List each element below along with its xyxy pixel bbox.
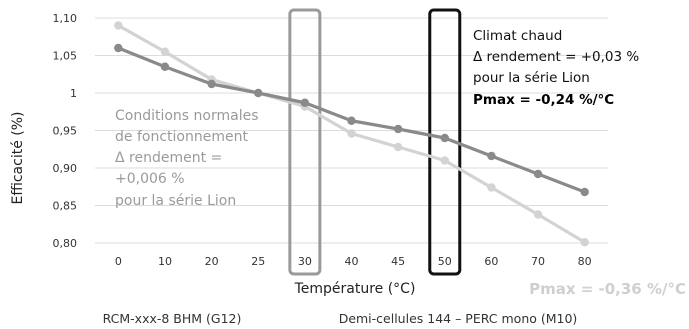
- data-point: [487, 151, 496, 161]
- series: [114, 43, 589, 197]
- annotation-hot-pmax: Pmax = -0,24 %/°C: [473, 92, 614, 108]
- highlight-boxes: [288, 8, 462, 276]
- data-point: [580, 187, 589, 197]
- x-tick-label: 0: [115, 255, 122, 268]
- x-tick-label: 80: [578, 255, 592, 268]
- data-point: [393, 124, 403, 134]
- x-tick-label: 10: [158, 255, 172, 268]
- data-point: [533, 210, 543, 219]
- data-point: [487, 183, 496, 192]
- annotation-normal-line: Δ rendement =: [115, 150, 222, 166]
- y-tick-label: 1,10: [53, 12, 78, 25]
- highlight-box-50: [428, 8, 462, 276]
- annotation-hot-line: Δ rendement = +0,03 %: [473, 49, 639, 65]
- x-tick-label: 50: [438, 255, 452, 268]
- data-point: [254, 88, 263, 98]
- data-point: [347, 129, 356, 138]
- pmax-grey-annotation: Pmax = -0,36 %/°C: [529, 280, 686, 298]
- data-point: [440, 156, 449, 165]
- y-tick-label: 0,80: [53, 237, 78, 250]
- data-point: [580, 238, 589, 247]
- x-tick-labels: 0 10 20 25 30 40 45 50 60 70 80: [115, 255, 592, 268]
- data-point: [114, 43, 123, 53]
- x-tick-label: 70: [531, 255, 545, 268]
- annotation-normal-line: pour la série Lion: [115, 193, 236, 209]
- x-tick-label: 45: [391, 255, 405, 268]
- annotation-normal: Conditions normales de fonctionnement Δ …: [115, 108, 259, 209]
- legend-series-1: RCM-xxx-8 BHM (G12): [103, 311, 242, 326]
- y-tick-label: 0,90: [53, 162, 78, 175]
- annotation-hot-line: pour la série Lion: [473, 70, 590, 86]
- data-point: [114, 21, 123, 30]
- data-point: [160, 47, 170, 56]
- data-point: [300, 98, 310, 107]
- x-tick-label: 25: [251, 255, 265, 268]
- legend-series-2: Demi-cellules 144 – PERC mono (M10): [339, 311, 578, 326]
- gridlines: [95, 17, 608, 244]
- x-tick-label: 40: [345, 255, 359, 268]
- x-axis-label: Température (°C): [294, 281, 416, 297]
- data-point: [533, 169, 543, 179]
- highlight-box-30: [288, 8, 322, 276]
- y-tick-labels: 0,80 0,85 0,90 0,95 1 1,05 1,10: [53, 12, 78, 250]
- annotation-hot: Climat chaud Δ rendement = +0,03 % pour …: [473, 28, 639, 108]
- annotation-normal-line: Conditions normales: [115, 108, 259, 124]
- y-axis-label: Efficacité (%): [10, 111, 26, 204]
- x-tick-label: 20: [205, 255, 219, 268]
- x-tick-label: 60: [484, 255, 498, 268]
- series-lines: [114, 21, 589, 247]
- annotation-hot-title: Climat chaud: [473, 28, 562, 44]
- annotation-normal-line: de fonctionnement: [115, 129, 248, 145]
- data-point: [160, 62, 170, 71]
- y-tick-label: 1: [70, 87, 77, 100]
- y-tick-label: 1,05: [53, 50, 78, 63]
- data-point: [393, 142, 403, 152]
- data-point: [440, 133, 449, 143]
- annotation-normal-line: +0,006 %: [115, 171, 185, 187]
- data-point: [207, 79, 216, 89]
- y-tick-label: 0,95: [53, 125, 78, 138]
- data-point: [347, 116, 356, 125]
- y-tick-label: 0,85: [53, 200, 78, 213]
- x-tick-label: 30: [298, 255, 312, 268]
